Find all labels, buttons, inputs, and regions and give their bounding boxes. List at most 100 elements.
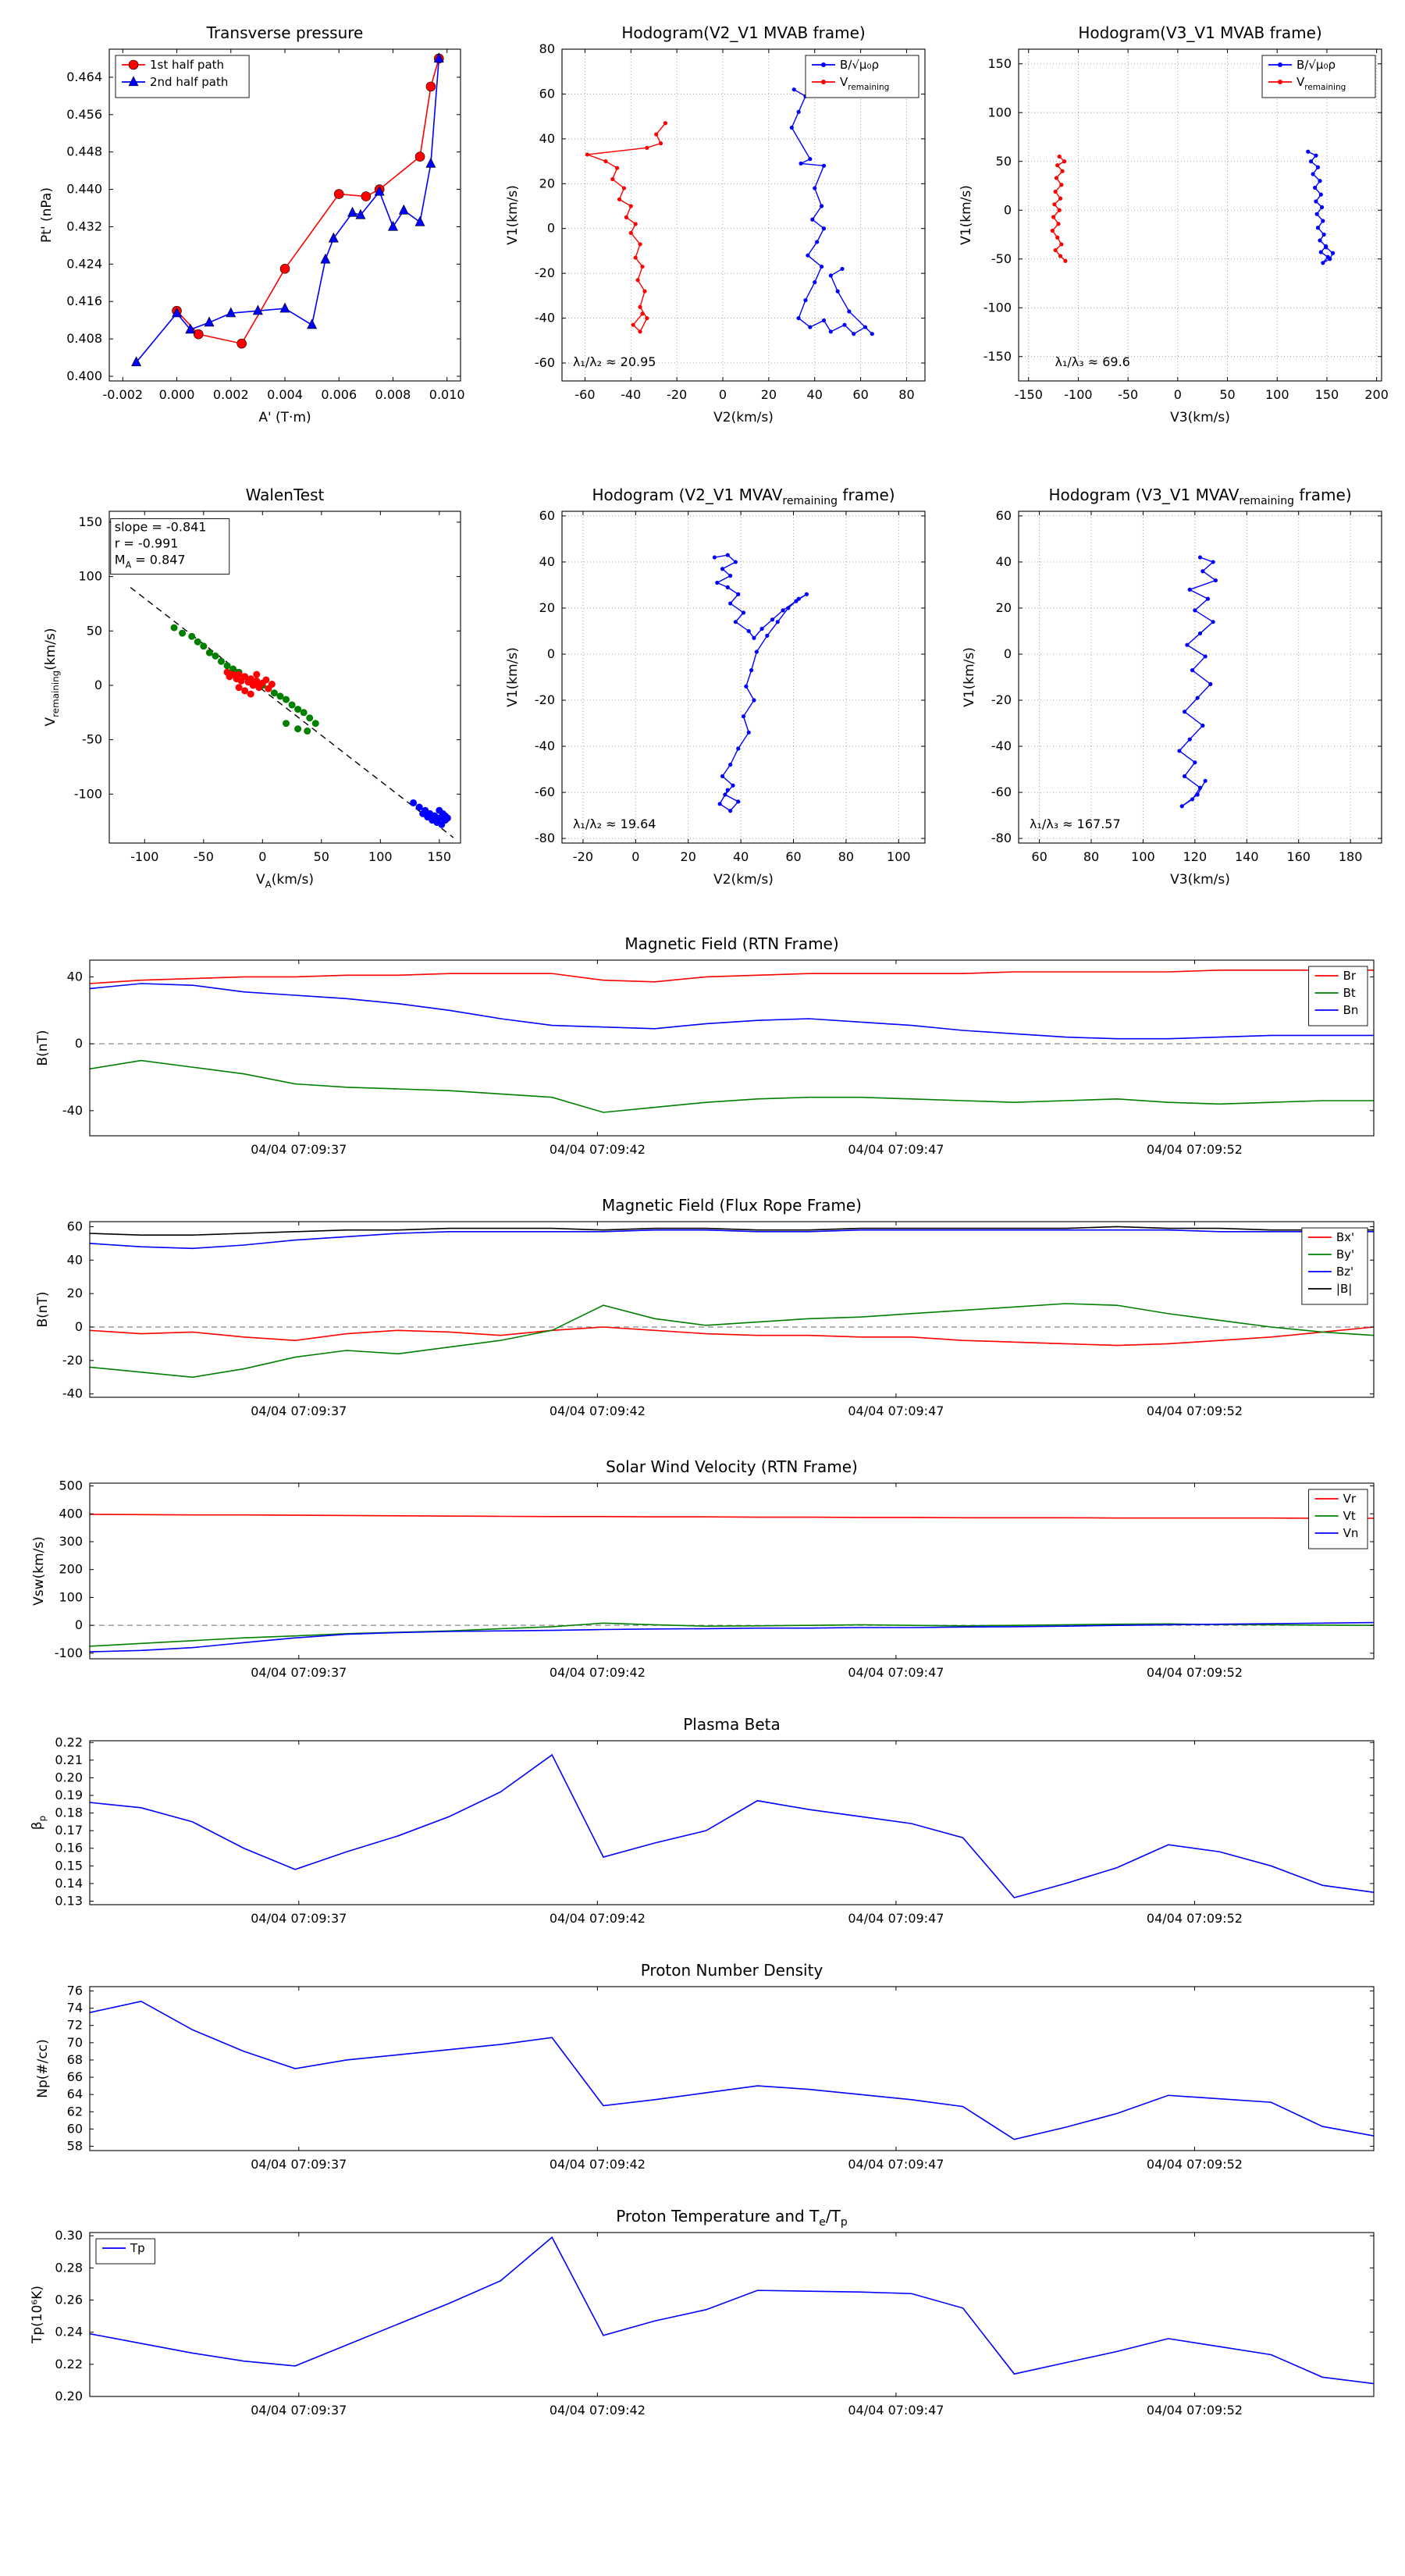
svg-text:-20: -20: [535, 265, 555, 280]
svg-text:0.432: 0.432: [66, 219, 102, 233]
svg-text:04/04 07:09:42: 04/04 07:09:42: [550, 1911, 646, 1926]
svg-text:100: 100: [1265, 387, 1289, 402]
svg-text:Bx': Bx': [1336, 1230, 1354, 1244]
svg-text:04/04 07:09:47: 04/04 07:09:47: [848, 1665, 944, 1680]
svg-text:-100: -100: [74, 786, 102, 801]
svg-text:40: 40: [67, 969, 83, 984]
svg-text:0: 0: [75, 1617, 83, 1632]
svg-text:0: 0: [75, 1036, 83, 1051]
svg-text:V1(km/s): V1(km/s): [959, 185, 974, 245]
svg-text:04/04 07:09:52: 04/04 07:09:52: [1147, 1665, 1243, 1680]
svg-text:Magnetic Field (RTN Frame): Magnetic Field (RTN Frame): [624, 934, 838, 953]
svg-text:MA = 0.847: MA = 0.847: [115, 553, 186, 571]
chart-transverse-pressure: -0.002 0.000 0.002 0.004 0.006 0.008 0.010 0.40…: [31, 14, 472, 439]
svg-text:By': By': [1336, 1247, 1354, 1261]
svg-text:60: 60: [67, 1219, 83, 1233]
svg-text:|B|: |B|: [1336, 1282, 1352, 1296]
svg-text:λ₁/λ₂ ≈ 20.95: λ₁/λ₂ ≈ 20.95: [573, 354, 656, 369]
chart-hodogram-v2v1-mvav: -20 0 20 40 60 80 100 -80 -60 -40 -20 0 20 40 60 Hodogr…: [500, 476, 937, 902]
svg-text:0.22: 0.22: [55, 2357, 83, 2371]
svg-text:150: 150: [1315, 387, 1339, 402]
svg-text:-100: -100: [55, 1646, 83, 1660]
svg-text:04/04 07:09:47: 04/04 07:09:47: [848, 1911, 944, 1926]
svg-text:VA(km/s): VA(km/s): [256, 872, 314, 890]
chart-magnetic-field-rtn: 04/04 07:09:37 04/04 07:09:42 04/04 07:09:…: [23, 925, 1385, 1183]
svg-text:200: 200: [59, 1562, 83, 1577]
svg-text:-60: -60: [535, 785, 555, 799]
svg-text:60: 60: [539, 86, 555, 101]
svg-text:-100: -100: [1064, 387, 1092, 402]
svg-text:0: 0: [1174, 387, 1182, 402]
svg-text:04/04 07:09:52: 04/04 07:09:52: [1147, 1404, 1243, 1418]
mag-fluxrope-plot: 04/04 07:09:37 04/04 07:09:42 04/04 07:09:…: [35, 1196, 1375, 1418]
svg-text:0.13: 0.13: [55, 1893, 83, 1908]
chart-hodogram-v3v1-mvav: 60 80 100 120 140 160 180 -80 -60 -40 -20 0 20 40 60 Ho…: [956, 476, 1393, 902]
chart-hodogram-v3v1-mvab: -150 -100 -50 0 50 100 150 200 -150 -100 -50 0 50 100…: [956, 14, 1393, 439]
svg-text:2nd half path: 2nd half path: [150, 75, 228, 89]
chart-solar-wind-velocity: 04/04 07:09:37 04/04 07:09:42 04/04 07:09:…: [23, 1448, 1385, 1706]
svg-text:Bn: Bn: [1343, 1003, 1359, 1017]
svg-text:50: 50: [314, 849, 329, 864]
svg-text:100: 100: [368, 849, 393, 864]
svg-text:04/04 07:09:37: 04/04 07:09:37: [251, 2403, 347, 2418]
svg-text:0: 0: [94, 678, 102, 692]
mag-rtn-plot: 04/04 07:09:37 04/04 07:09:42 04/04 07:09:…: [35, 934, 1375, 1157]
svg-text:-40: -40: [62, 1103, 83, 1118]
svg-text:0.000: 0.000: [159, 387, 195, 402]
svg-text:04/04 07:09:37: 04/04 07:09:37: [251, 1665, 347, 1680]
svg-text:04/04 07:09:47: 04/04 07:09:47: [848, 2157, 944, 2172]
hodogram-v3v1-mvav-plot: 60 80 100 120 140 160 180 -80 -60 -40 -20 0 20 40 60 Ho…: [962, 486, 1382, 888]
svg-text:0.400: 0.400: [66, 368, 102, 383]
svg-text:Tp(10⁶K): Tp(10⁶K): [30, 2286, 45, 2344]
svg-text:150: 150: [428, 849, 452, 864]
svg-text:0.006: 0.006: [321, 387, 357, 402]
svg-text:150: 150: [987, 56, 1012, 71]
svg-text:68: 68: [67, 2052, 83, 2067]
svg-text:04/04 07:09:52: 04/04 07:09:52: [1147, 2157, 1243, 2172]
svg-text:0.21: 0.21: [55, 1752, 83, 1767]
svg-text:60: 60: [539, 508, 555, 523]
svg-text:-100: -100: [130, 849, 158, 864]
svg-text:-20: -20: [573, 849, 593, 864]
svg-text:1st half path: 1st half path: [150, 58, 224, 72]
svg-text:Vremaining(km/s): Vremaining(km/s): [43, 628, 61, 727]
svg-text:180: 180: [1339, 849, 1363, 864]
svg-text:-40: -40: [991, 738, 1012, 753]
svg-text:Transverse pressure: Transverse pressure: [206, 23, 364, 42]
svg-text:62: 62: [67, 2104, 83, 2119]
svg-text:100: 100: [887, 849, 911, 864]
svg-text:50: 50: [996, 154, 1012, 169]
svg-text:04/04 07:09:52: 04/04 07:09:52: [1147, 2403, 1243, 2418]
svg-text:66: 66: [67, 2069, 83, 2084]
svg-text:Tp: Tp: [130, 2241, 145, 2255]
svg-text:-50: -50: [194, 849, 214, 864]
svg-text:Proton Number Density: Proton Number Density: [641, 1961, 823, 1980]
svg-text:0.456: 0.456: [66, 107, 102, 122]
svg-text:Vremaining: Vremaining: [840, 75, 889, 92]
svg-text:04/04 07:09:42: 04/04 07:09:42: [550, 1404, 646, 1418]
svg-text:Br: Br: [1343, 969, 1357, 983]
svg-text:0: 0: [547, 646, 555, 661]
svg-text:-20: -20: [991, 692, 1012, 707]
svg-text:0.416: 0.416: [66, 294, 102, 308]
svg-text:Magnetic Field (Flux Rope Fram: Magnetic Field (Flux Rope Frame): [602, 1196, 862, 1215]
svg-text:120: 120: [1183, 849, 1208, 864]
chart-proton-temperature: 04/04 07:09:37 04/04 07:09:42 04/04 07:09:…: [23, 2197, 1385, 2443]
svg-text:B/√μ₀ρ: B/√μ₀ρ: [1297, 58, 1336, 72]
svg-text:04/04 07:09:37: 04/04 07:09:37: [251, 1911, 347, 1926]
svg-text:V1(km/s): V1(km/s): [962, 647, 977, 707]
svg-text:0.30: 0.30: [55, 2228, 83, 2243]
svg-text:0: 0: [719, 387, 727, 402]
svg-text:60: 60: [996, 508, 1012, 523]
svg-text:100: 100: [987, 105, 1012, 119]
svg-text:0.004: 0.004: [267, 387, 303, 402]
chart-plasma-beta: 04/04 07:09:37 04/04 07:09:42 04/04 07:09:…: [23, 1706, 1385, 1952]
proton-density-plot: 04/04 07:09:37 04/04 07:09:42 04/04 07:09:…: [35, 1961, 1375, 2172]
svg-text:Solar Wind Velocity (RTN Frame: Solar Wind Velocity (RTN Frame): [606, 1457, 858, 1476]
svg-text:80: 80: [898, 387, 914, 402]
svg-text:04/04 07:09:42: 04/04 07:09:42: [550, 1142, 646, 1157]
svg-text:60: 60: [785, 849, 801, 864]
svg-text:50: 50: [87, 623, 102, 638]
svg-text:λ₁/λ₂ ≈ 19.64: λ₁/λ₂ ≈ 19.64: [573, 817, 656, 831]
